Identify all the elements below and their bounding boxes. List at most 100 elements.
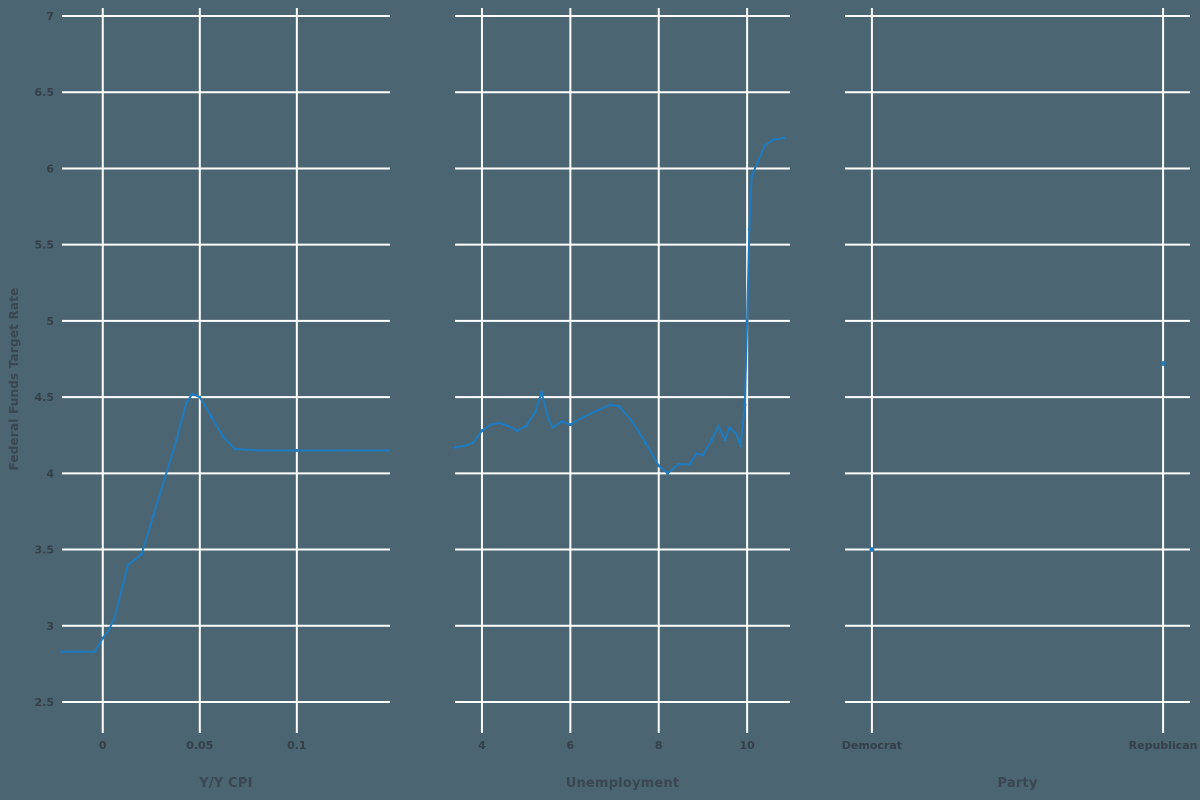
data-point bbox=[233, 447, 237, 451]
data-point bbox=[783, 136, 787, 140]
data-point bbox=[101, 636, 105, 640]
data-point bbox=[93, 650, 97, 654]
data-point bbox=[694, 452, 698, 455]
data-point bbox=[595, 409, 599, 413]
data-point bbox=[221, 435, 225, 439]
panel-1-tick-labels: 0 0.05 0.1 bbox=[99, 739, 307, 752]
data-point bbox=[608, 403, 612, 407]
panel-2-tick-labels: 4 6 8 10 bbox=[478, 739, 755, 752]
x-tick-label: 0.05 bbox=[186, 739, 213, 752]
data-point bbox=[666, 471, 670, 475]
data-point bbox=[582, 415, 586, 419]
data-point bbox=[184, 401, 188, 405]
data-point bbox=[546, 417, 550, 420]
data-point bbox=[151, 514, 155, 518]
data-point bbox=[175, 438, 178, 442]
y-tick-label: 7 bbox=[46, 10, 54, 23]
data-point bbox=[107, 628, 111, 632]
data-point bbox=[386, 449, 390, 452]
data-point bbox=[763, 144, 767, 148]
data-point bbox=[126, 563, 130, 567]
data-point bbox=[630, 420, 634, 423]
data-point bbox=[716, 424, 720, 428]
data-point bbox=[343, 449, 347, 452]
x-axis-title-unemployment: Unemployment bbox=[565, 776, 680, 791]
y-tick-label: 5.5 bbox=[35, 239, 55, 252]
y-tick-label: 2.5 bbox=[35, 696, 55, 709]
data-point bbox=[515, 429, 519, 433]
panel-3-gridlines bbox=[845, 8, 1190, 733]
x-tick-label: 6 bbox=[567, 739, 575, 752]
panel-1-gridlines bbox=[62, 8, 390, 733]
data-point bbox=[112, 616, 116, 620]
data-point bbox=[471, 441, 475, 445]
data-point bbox=[480, 429, 484, 433]
data-point bbox=[728, 426, 731, 430]
data-point bbox=[739, 444, 742, 448]
data-point bbox=[462, 444, 466, 448]
x-axis-title-yy-cpi: Y/Y CPI bbox=[199, 776, 253, 791]
data-point bbox=[723, 438, 727, 442]
y-tick-label: 3.5 bbox=[35, 544, 55, 557]
x-tick-label: 4 bbox=[478, 739, 486, 752]
data-point bbox=[734, 432, 738, 436]
panel-2: 4 6 8 10 bbox=[453, 8, 790, 752]
data-point bbox=[198, 395, 202, 399]
data-point bbox=[163, 476, 167, 480]
y-tick-label: 6.5 bbox=[35, 86, 55, 99]
data-point bbox=[524, 424, 528, 428]
x-tick-label: Republican bbox=[1129, 739, 1198, 752]
data-point bbox=[533, 410, 537, 414]
data-point bbox=[134, 557, 138, 561]
data-point bbox=[60, 650, 64, 654]
data-point bbox=[540, 391, 544, 394]
x-tick-label: 0 bbox=[99, 739, 107, 752]
data-point bbox=[489, 423, 493, 427]
data-point bbox=[78, 650, 81, 654]
panel-3: Democrat Republican bbox=[842, 8, 1198, 752]
panel-1: 0 0.05 0.1 bbox=[60, 8, 390, 752]
y-axis-tick-labels: 2.5 3 3.5 4 4.5 5 5.5 6 6.5 7 bbox=[35, 10, 55, 709]
data-point bbox=[772, 138, 776, 141]
data-point bbox=[568, 423, 572, 427]
data-point bbox=[498, 421, 502, 425]
x-tick-label: 8 bbox=[655, 739, 663, 752]
data-point bbox=[644, 441, 647, 445]
data-point bbox=[745, 319, 749, 323]
data-point bbox=[295, 449, 299, 452]
y-tick-label: 3 bbox=[46, 620, 54, 633]
x-tick-label: 0.1 bbox=[287, 739, 307, 752]
data-point bbox=[701, 453, 705, 457]
data-point bbox=[617, 404, 621, 408]
data-point bbox=[190, 392, 194, 396]
data-point bbox=[507, 424, 510, 428]
data-point bbox=[453, 445, 457, 449]
data-point bbox=[677, 462, 681, 466]
y-tick-label: 5 bbox=[46, 315, 54, 328]
data-point bbox=[560, 420, 563, 423]
data-point bbox=[120, 586, 124, 590]
data-point bbox=[710, 438, 714, 442]
y-axis-title: Federal Funds Target Rate bbox=[7, 287, 21, 471]
panel-1-series bbox=[60, 392, 390, 654]
panel-2-gridlines bbox=[455, 8, 790, 733]
data-point bbox=[209, 415, 213, 419]
panel-3-series bbox=[869, 361, 1166, 552]
data-point bbox=[869, 547, 875, 552]
data-point bbox=[1160, 361, 1166, 366]
y-tick-label: 6 bbox=[46, 162, 54, 175]
data-point bbox=[551, 426, 555, 430]
y-tick-label: 4 bbox=[46, 467, 54, 480]
data-point bbox=[750, 174, 754, 178]
y-tick-label: 4.5 bbox=[35, 391, 55, 404]
data-point bbox=[747, 227, 751, 231]
data-point bbox=[756, 159, 760, 163]
data-point bbox=[688, 462, 692, 466]
data-point bbox=[140, 552, 144, 556]
x-tick-label: Democrat bbox=[842, 739, 902, 752]
data-point bbox=[743, 403, 747, 407]
panel-2-series bbox=[453, 136, 787, 475]
